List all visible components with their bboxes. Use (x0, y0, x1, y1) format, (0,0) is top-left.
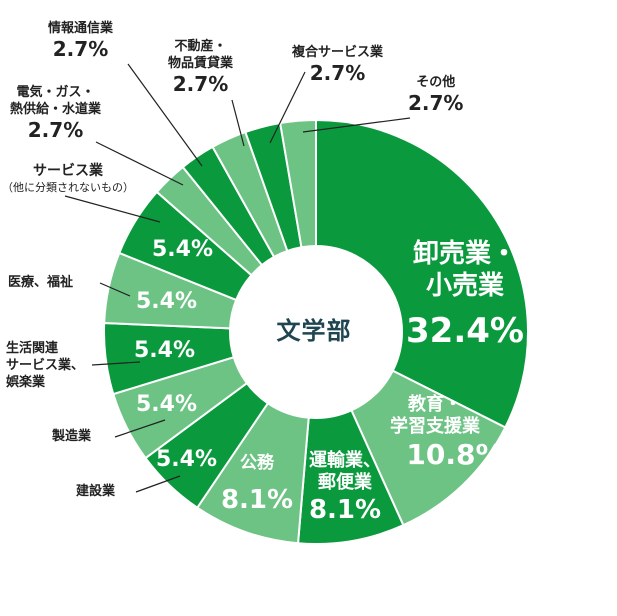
label-transport: 運輸業、 郵便業 8.1% (300, 450, 390, 526)
label-realestate-name-2: 物品賃貸業 (168, 56, 234, 71)
label-other-value: 2.7% (408, 91, 464, 115)
label-composite-value: 2.7% (309, 61, 366, 85)
label-transport-name-1: 運輸業、 (309, 450, 381, 471)
label-education-name-1: 教育・ (408, 394, 462, 415)
label-construction-value: 5.4% (156, 447, 218, 472)
leader-line-utilities (95, 141, 184, 186)
label-realestate-value: 2.7% (172, 72, 229, 96)
label-info-value: 2.7% (52, 37, 109, 61)
label-wholesale: 卸売業・ 小売業 32.4% (390, 238, 540, 354)
label-transport-name-2: 郵便業 (318, 472, 372, 493)
label-services-name-2: （他に分類されないもの） (2, 181, 134, 194)
label-lifestyle-name-1: 生活関連 (6, 341, 59, 356)
label-manufacturing-name: 製造業 (52, 429, 92, 444)
label-construction: 建設業 (76, 483, 115, 500)
label-realestate-name-1: 不動産・ (174, 39, 227, 54)
label-transport-value: 8.1% (308, 495, 382, 525)
label-education-name-2: 学習支援業 (390, 416, 480, 437)
label-composite: 複合サービス業 2.7% (292, 44, 383, 85)
label-info-name: 情報通信業 (48, 21, 114, 36)
label-education: 教育・ 学習支援業 10.8% (360, 394, 510, 472)
label-manufacturing: 製造業 (52, 428, 91, 445)
leader-line-info (127, 63, 203, 167)
label-utilities: 電気・ガス・ 熱供給・水道業 2.7% (10, 84, 101, 142)
label-other: その他 2.7% (408, 74, 463, 115)
leader-line-lifestyle (91, 361, 141, 366)
label-composite-name: 複合サービス業 (292, 45, 384, 60)
label-lifestyle-name-2: サービス業、 (6, 358, 85, 373)
label-services: サービス業 （他に分類されないもの） (2, 163, 134, 195)
leader-line-construction (135, 475, 181, 493)
label-lifestyle-name-3: 娯楽業 (6, 375, 46, 390)
label-medical: 医療、福祉 (8, 274, 73, 291)
label-realestate: 不動産・ 物品賃貸業 2.7% (168, 38, 233, 96)
label-manufacturing-value: 5.4% (136, 392, 198, 417)
label-services-name-1: サービス業 (33, 163, 103, 179)
leader-lines (64, 63, 411, 493)
label-lifestyle-value: 5.4% (134, 338, 196, 363)
donut-slices (103, 118, 529, 545)
label-utilities-name-1: 電気・ガス・ (16, 85, 95, 100)
label-utilities-value: 2.7% (27, 118, 84, 142)
leader-line-composite (269, 71, 306, 144)
leader-line-medical (99, 282, 131, 297)
label-medical-name: 医療、福祉 (8, 275, 74, 290)
leader-line-realestate (231, 99, 245, 147)
label-services-value: 5.4% (152, 237, 214, 262)
label-info: 情報通信業 2.7% (48, 20, 113, 61)
label-utilities-name-2: 熱供給・水道業 (10, 102, 102, 117)
label-wholesale-value: 32.4% (406, 311, 524, 351)
label-education-value: 10.8% (406, 438, 504, 471)
label-construction-name: 建設業 (76, 484, 116, 499)
label-wholesale-name-2: 小売業 (425, 271, 504, 301)
label-lifestyle: 生活関連 サービス業、 娯楽業 (6, 340, 84, 391)
leader-line-manufacturing (114, 419, 166, 438)
label-wholesale-name-1: 卸売業・ (412, 239, 517, 269)
label-public-value: 8.1% (220, 485, 294, 515)
label-other-name: その他 (416, 75, 456, 90)
donut-center-hole (230, 246, 402, 418)
label-medical-value: 5.4% (136, 289, 198, 314)
leader-line-other (302, 117, 411, 133)
leader-line-services (64, 195, 161, 223)
label-public: 公務 8.1% (212, 452, 302, 516)
label-public-name: 公務 (240, 453, 274, 473)
center-title: 文学部 (276, 317, 352, 345)
